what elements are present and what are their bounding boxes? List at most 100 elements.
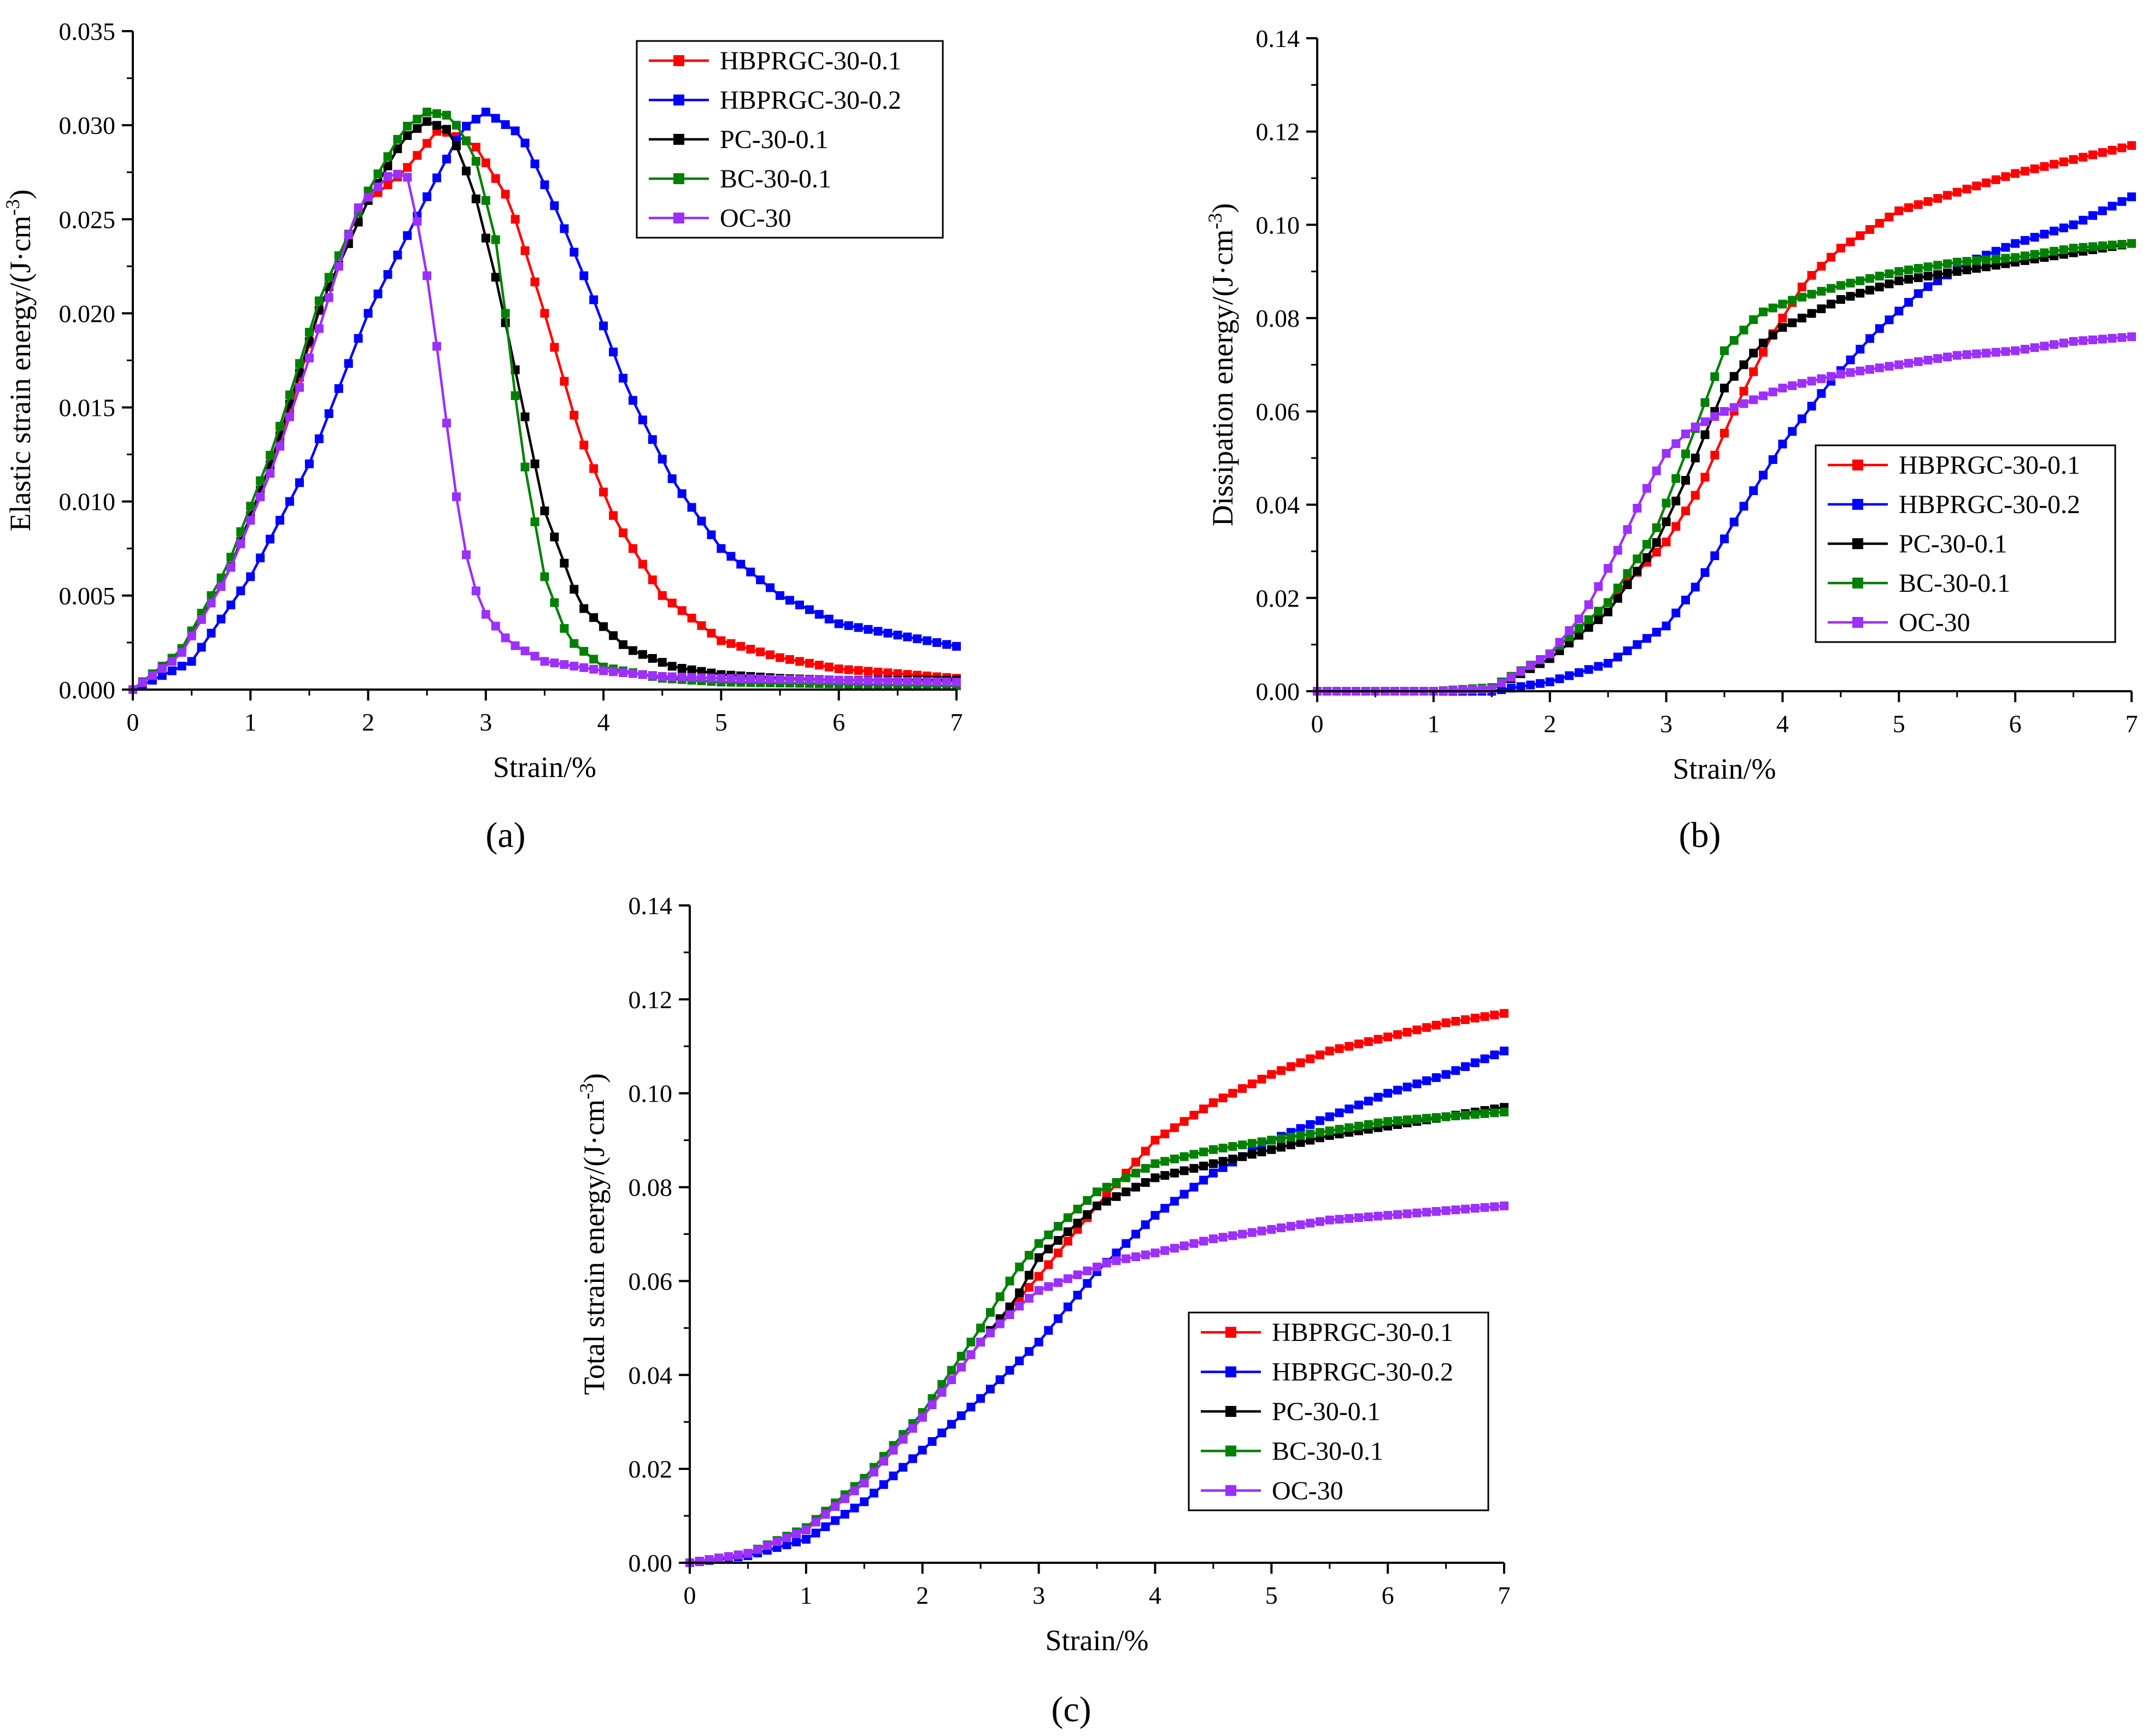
legend-label: HBPRGC-30-0.1 <box>1899 451 2080 480</box>
data-point <box>334 262 343 271</box>
data-point <box>579 647 589 656</box>
data-point <box>1500 1201 1509 1210</box>
panel-label: (b) <box>1679 815 1721 855</box>
data-point <box>1768 303 1777 313</box>
data-point <box>1962 257 1971 266</box>
data-point <box>1914 273 1923 283</box>
data-point <box>1739 326 1748 334</box>
data-point <box>481 196 490 205</box>
data-point <box>707 530 716 539</box>
data-point <box>766 650 775 660</box>
data-point <box>831 1502 840 1511</box>
data-point <box>756 674 765 684</box>
data-point <box>879 1480 888 1489</box>
data-point <box>1594 607 1603 616</box>
data-point <box>831 1516 840 1525</box>
data-point <box>893 631 902 640</box>
data-point <box>1623 646 1632 655</box>
data-point <box>1729 403 1739 412</box>
data-point <box>207 598 216 608</box>
data-point <box>462 166 471 175</box>
data-point <box>403 121 412 131</box>
data-point <box>1788 381 1797 390</box>
data-point <box>1923 197 1933 206</box>
data-point <box>167 657 177 666</box>
y-axis-title: Elastic strain energy/(J·cm-3) <box>2 190 37 532</box>
data-point <box>579 440 589 450</box>
data-point <box>491 114 500 123</box>
data-point <box>1720 534 1729 544</box>
data-point <box>1470 1204 1480 1213</box>
data-point <box>2011 346 2020 355</box>
data-point <box>1480 1054 1489 1063</box>
x-tick-label: 0 <box>1311 710 1324 738</box>
data-point <box>1325 1215 1334 1225</box>
data-point <box>937 1428 947 1438</box>
data-point <box>1306 1129 1315 1139</box>
y-tick-label: 0.02 <box>629 1455 673 1483</box>
data-point <box>1054 1314 1063 1323</box>
data-point <box>1506 673 1516 682</box>
data-point <box>256 492 265 502</box>
data-point <box>638 670 647 679</box>
data-point <box>1364 1097 1373 1105</box>
data-point <box>814 610 824 619</box>
legend-label: HBPRGC-30-0.2 <box>1899 490 2080 519</box>
data-point <box>1710 372 1719 381</box>
data-point <box>1613 652 1622 662</box>
data-point <box>1865 334 1875 343</box>
data-point <box>913 677 922 686</box>
data-point <box>471 586 480 596</box>
data-point <box>304 459 314 468</box>
data-point <box>2108 240 2117 250</box>
x-axis-title: Strain/% <box>1046 1624 1149 1657</box>
y-tick-label: 0.14 <box>1256 25 1300 52</box>
data-point <box>1739 399 1748 408</box>
data-point <box>1063 1274 1072 1284</box>
data-point <box>157 664 167 673</box>
data-point <box>1759 307 1768 316</box>
data-point <box>677 489 686 498</box>
data-point <box>1189 1182 1199 1192</box>
data-point <box>1393 1116 1402 1125</box>
data-point <box>2069 244 2078 253</box>
data-point <box>491 235 500 244</box>
data-point <box>2117 240 2127 249</box>
data-point <box>589 655 598 664</box>
data-point <box>1972 264 1981 273</box>
data-point <box>1875 363 1884 373</box>
data-point <box>197 643 206 652</box>
data-point <box>1122 1187 1131 1197</box>
data-point <box>995 1375 1005 1384</box>
data-point <box>834 619 843 628</box>
data-point <box>1555 638 1564 647</box>
data-point <box>1700 568 1710 577</box>
x-tick-label: 1 <box>800 1581 812 1609</box>
data-point <box>1633 640 1642 649</box>
data-point <box>937 1387 947 1397</box>
data-point <box>736 674 746 683</box>
data-point <box>579 271 589 280</box>
data-point <box>1981 349 1991 358</box>
data-point <box>373 289 383 298</box>
data-point <box>1024 1347 1034 1356</box>
data-point <box>1296 1220 1305 1229</box>
data-point <box>1093 1187 1101 1197</box>
data-point <box>1584 623 1593 632</box>
data-point <box>1170 1197 1179 1206</box>
legend-swatch-marker <box>1225 1327 1236 1338</box>
data-point <box>1846 292 1855 301</box>
y-tick-label: 0.010 <box>59 488 116 516</box>
data-point <box>717 636 726 645</box>
data-point <box>814 661 824 670</box>
data-point <box>560 624 569 633</box>
data-point <box>216 614 226 623</box>
data-point <box>2088 242 2097 251</box>
data-point <box>1943 191 1952 200</box>
data-point <box>1112 1178 1121 1187</box>
data-point <box>844 621 853 630</box>
data-point <box>1170 1123 1179 1132</box>
data-point <box>1700 430 1710 439</box>
y-axis-title-main: Dissipation energy/(J·cm <box>1206 229 1239 526</box>
data-point <box>1422 1208 1431 1217</box>
